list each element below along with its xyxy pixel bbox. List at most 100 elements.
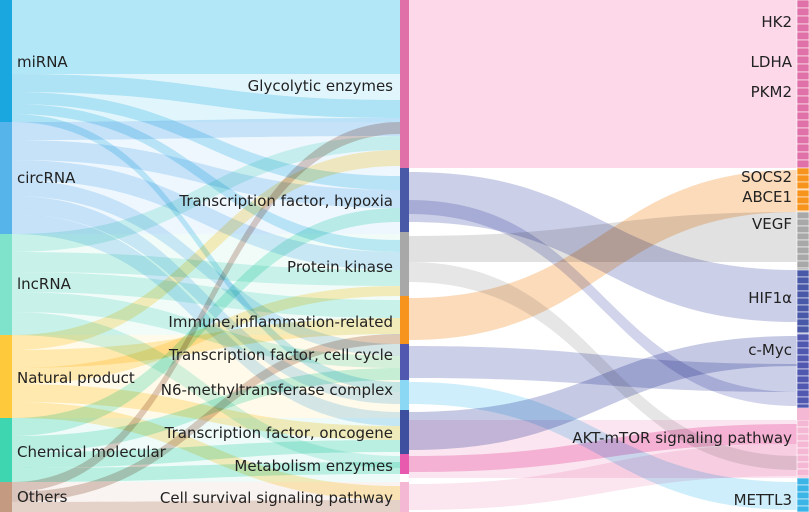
flow-others-immune-25 (12, 334, 400, 502)
target-label-pkm2: PKM2 (751, 83, 792, 101)
target-bar-segment (796, 127, 809, 137)
target-bar-segment (796, 159, 809, 169)
flow-mirna-glyco-top (12, 0, 400, 74)
flow-tfhyp-cmyc (409, 200, 797, 406)
target-node-cmyc (796, 403, 809, 409)
target-bar-segment (796, 87, 809, 97)
flow-circrna-glyco-4 (12, 118, 400, 140)
source-label-natural: Natural product (17, 369, 135, 387)
target-node-vegf (796, 246, 809, 255)
target-bar-segment (796, 143, 809, 153)
flow-lncrna-metab-14 (12, 312, 400, 468)
target-node-abce1 (796, 203, 809, 212)
target-bar-segment (796, 7, 809, 17)
target-node-vegf (796, 253, 809, 262)
target-node-hif1a (796, 311, 809, 320)
target-label-hif1a: HIF1α (748, 289, 792, 307)
target-node-hif1a (796, 290, 809, 299)
target-label-abce1: ABCE1 (742, 188, 792, 206)
target-node-mettl3 (796, 484, 809, 493)
target-node-vegf (796, 225, 809, 234)
category-node-glyco (400, 0, 409, 168)
target-bar-segment (796, 0, 809, 9)
source-node-others (0, 482, 12, 512)
flow-mirna-glyco-0 (12, 74, 400, 118)
target-node-cmyc (796, 361, 809, 370)
flow-immune-socs2-abce1 (409, 170, 797, 340)
target-label-hk2: HK2 (761, 13, 792, 31)
target-bar-segment (796, 111, 809, 121)
target-node-aktmtor (796, 468, 809, 477)
target-bar-segment (796, 47, 809, 57)
target-bar-segment (797, 408, 809, 420)
flow-natural-glyco-15 (12, 150, 400, 350)
target-node-aktmtor (796, 461, 809, 470)
target-label-ldha: LDHA (751, 53, 793, 71)
target-bar-segment (796, 135, 809, 145)
target-node-cmyc (796, 389, 809, 398)
target-node-vegf (796, 211, 809, 220)
target-node-vegf (796, 239, 809, 248)
flow-layer (12, 74, 797, 512)
target-node-mettl3 (796, 491, 809, 500)
target-node-hif1a (796, 325, 809, 334)
source-label-circrna: circRNA (17, 169, 76, 187)
flow-chemical-tfonc-22 (12, 440, 400, 468)
flow-circrna-tfhyp-5 (12, 140, 400, 208)
category-node-csp (400, 482, 409, 512)
target-node-socs2 (796, 174, 809, 183)
target-node-mettl3 (796, 477, 809, 486)
target-node-aktmtor (796, 426, 809, 435)
target-bar-segment (796, 55, 809, 65)
category-label-n6: N6-methyltransferase complex (161, 381, 393, 399)
flow-tfonc-cmyc (409, 336, 797, 450)
flow-others-glyco-24 (12, 122, 400, 492)
flow-lncrna-immune-12 (12, 272, 400, 318)
target-bar-segment (796, 39, 809, 49)
target-node-cmyc (796, 347, 809, 356)
flow-natural-pk-17 (12, 286, 400, 384)
target-bar-segment (796, 23, 809, 33)
source-node-mirna (0, 0, 12, 122)
category-node-metab (400, 454, 409, 474)
target-node-cmyc (796, 354, 809, 363)
target-node-socs2 (796, 181, 809, 190)
flow-lncrna-pk-11 (12, 252, 400, 286)
flow-natural-immune-16 (12, 318, 400, 368)
target-node-aktmtor (796, 440, 809, 449)
target-bar-segment (796, 151, 809, 161)
category-node-tfhyp (400, 168, 409, 232)
source-node-natural (0, 335, 12, 418)
target-bar-segment (796, 103, 809, 113)
target-node-vegf (796, 260, 809, 269)
category-label-metab: Metabolism enzymes (234, 457, 393, 475)
flow-metab-akt (409, 424, 797, 472)
target-node-hif1a (796, 276, 809, 285)
flow-chemical-tfcc-21 (12, 368, 400, 452)
target-node-mettl3 (796, 498, 809, 507)
category-label-pk: Protein kinase (287, 258, 393, 276)
target-node-socs2 (796, 167, 809, 176)
target-bar-segment (796, 79, 809, 89)
target-node-cmyc (796, 382, 809, 391)
target-bar-segment (796, 15, 809, 25)
target-node-aktmtor (796, 454, 809, 463)
category-label-glyco: Glycolytic enzymes (248, 77, 394, 95)
target-bar-segment (796, 119, 809, 129)
target-bar-segment (796, 63, 809, 73)
category-node-tfonc (400, 410, 409, 454)
target-node-aktmtor (796, 447, 809, 456)
target-node-abce1 (796, 189, 809, 198)
target-node-abce1 (796, 196, 809, 205)
target-band-glyco (409, 0, 797, 168)
category-label-tfcc: Transcription factor, cell cycle (168, 346, 393, 364)
target-node-cmyc (796, 333, 809, 342)
source-node-circrna (0, 122, 12, 234)
target-node-cmyc (796, 340, 809, 349)
target-node-cmyc (796, 375, 809, 384)
target-node-cmyc (796, 368, 809, 377)
target-bar-segment (796, 95, 809, 105)
category-label-tfhyp: Transcription factor, hypoxia (178, 192, 393, 210)
